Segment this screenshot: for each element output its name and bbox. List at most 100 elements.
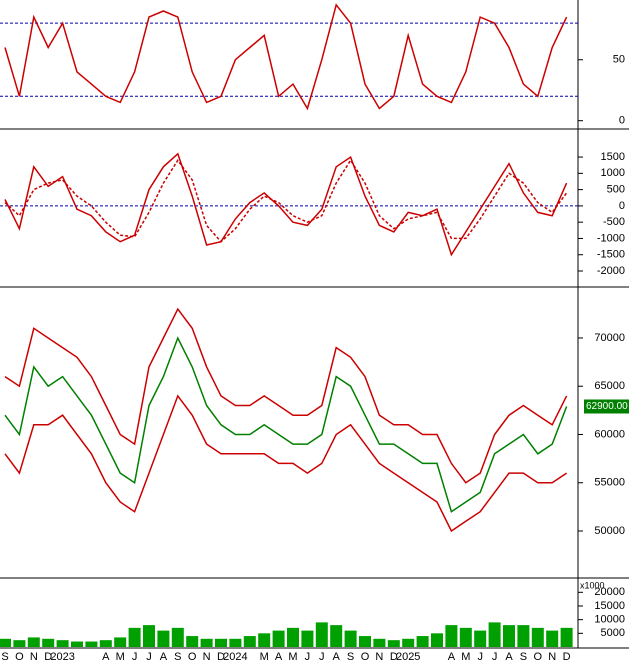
y-tick-label: 5000 [601, 627, 625, 639]
volume-bar [258, 633, 271, 647]
volume-bar [431, 633, 443, 647]
y-tick-label: 0 [619, 115, 625, 127]
x-tick-label: S [1, 651, 8, 663]
y-tick-label: 500 [607, 184, 625, 196]
volume-bar [330, 625, 343, 647]
series-line [4, 336, 568, 513]
volume-bar [85, 641, 98, 647]
volume-bar [229, 638, 242, 647]
volume-bar [215, 638, 227, 647]
y-tick-label: -1000 [597, 232, 625, 244]
y-tick-label: 1500 [601, 151, 625, 163]
volume-bar [27, 637, 40, 647]
x-tick-label: J [492, 651, 498, 663]
x-tick-label: A [160, 651, 168, 663]
y-tick-label: 60000 [594, 428, 625, 440]
y-tick-label: 65000 [594, 380, 625, 392]
y-tick-label: 15000 [594, 600, 625, 612]
volume-bar [402, 638, 415, 647]
plot-background [0, 0, 578, 648]
volume-bar [114, 637, 127, 647]
series-line [4, 152, 568, 257]
x-tick-label: 2024 [223, 651, 247, 663]
volume-bar [315, 622, 328, 647]
volume-bar [531, 627, 544, 647]
x-tick-label: D [217, 651, 225, 663]
x-tick-label: A [505, 651, 513, 663]
volume-bar [99, 640, 112, 647]
x-tick-label: O [188, 651, 197, 663]
volume-bar [157, 630, 170, 647]
volume-bar [42, 638, 55, 647]
volume-bar [359, 636, 371, 647]
x-tick-label: A [448, 651, 456, 663]
volume-bar [517, 625, 530, 647]
volume-bar [387, 640, 400, 647]
volume-bar [474, 630, 487, 647]
volume-bar [459, 627, 472, 647]
x-tick-label: A [333, 651, 341, 663]
y-tick-label: -2000 [597, 265, 625, 277]
volume-bar [243, 636, 256, 647]
x-tick-label: N [203, 651, 211, 663]
x-tick-label: J [477, 651, 483, 663]
volume-bar [0, 638, 11, 647]
volume-bar [344, 630, 357, 647]
x-tick-label: M [260, 651, 269, 663]
x-tick-label: J [305, 651, 311, 663]
x-tick-label: O [361, 651, 370, 663]
volume-bar [416, 636, 429, 647]
y-tick-label: 1000 [601, 167, 625, 179]
volume-bar [301, 630, 314, 647]
volume-bar [13, 640, 26, 647]
x-tick-label: M [288, 651, 297, 663]
x-tick-label: D [390, 651, 398, 663]
unit-label: x1000 [580, 580, 605, 590]
x-tick-label: J [146, 651, 152, 663]
volume-bar [503, 625, 515, 647]
x-tick-label: A [102, 651, 110, 663]
x-tick-label: N [375, 651, 383, 663]
volume-bar [128, 627, 141, 647]
x-tick-label: S [174, 651, 181, 663]
volume-bar [287, 627, 299, 647]
series-line [4, 3, 568, 111]
y-tick-label: 70000 [594, 332, 625, 344]
volume-bar [56, 640, 69, 647]
y-tick-label: 0 [619, 200, 625, 212]
last-value-box [584, 399, 629, 414]
x-tick-label: M [116, 651, 125, 663]
x-tick-label: O [534, 651, 543, 663]
x-tick-label: S [520, 651, 527, 663]
x-tick-label: D [563, 651, 571, 663]
x-tick-label: N [30, 651, 38, 663]
y-tick-label: -500 [603, 216, 625, 228]
x-tick-label: D [44, 651, 52, 663]
y-tick-label: -1500 [597, 249, 625, 261]
volume-bar [272, 630, 285, 647]
x-tick-label: A [275, 651, 283, 663]
x-tick-label: M [461, 651, 470, 663]
volume-bar [171, 627, 184, 647]
y-tick-label: 10000 [594, 614, 625, 626]
volume-bar [546, 630, 559, 647]
volume-bar [373, 638, 386, 647]
x-tick-label: O [15, 651, 24, 663]
volume-bar [186, 636, 199, 647]
y-tick-label: 50000 [594, 525, 625, 537]
volume-bar [488, 622, 501, 647]
last-value-label: 62900.00 [586, 401, 628, 412]
y-tick-label: 50 [613, 54, 625, 66]
series-line [4, 394, 568, 533]
volume-bar [200, 638, 213, 647]
y-tick-label: 55000 [594, 477, 625, 489]
volume-bar [143, 625, 155, 647]
x-tick-label: J [132, 651, 138, 663]
volume-bar [71, 641, 83, 647]
x-tick-label: 2023 [50, 651, 74, 663]
series-line [4, 307, 568, 484]
x-tick-label: 2025 [396, 651, 420, 663]
x-tick-label: N [548, 651, 556, 663]
x-tick-label: J [319, 651, 325, 663]
